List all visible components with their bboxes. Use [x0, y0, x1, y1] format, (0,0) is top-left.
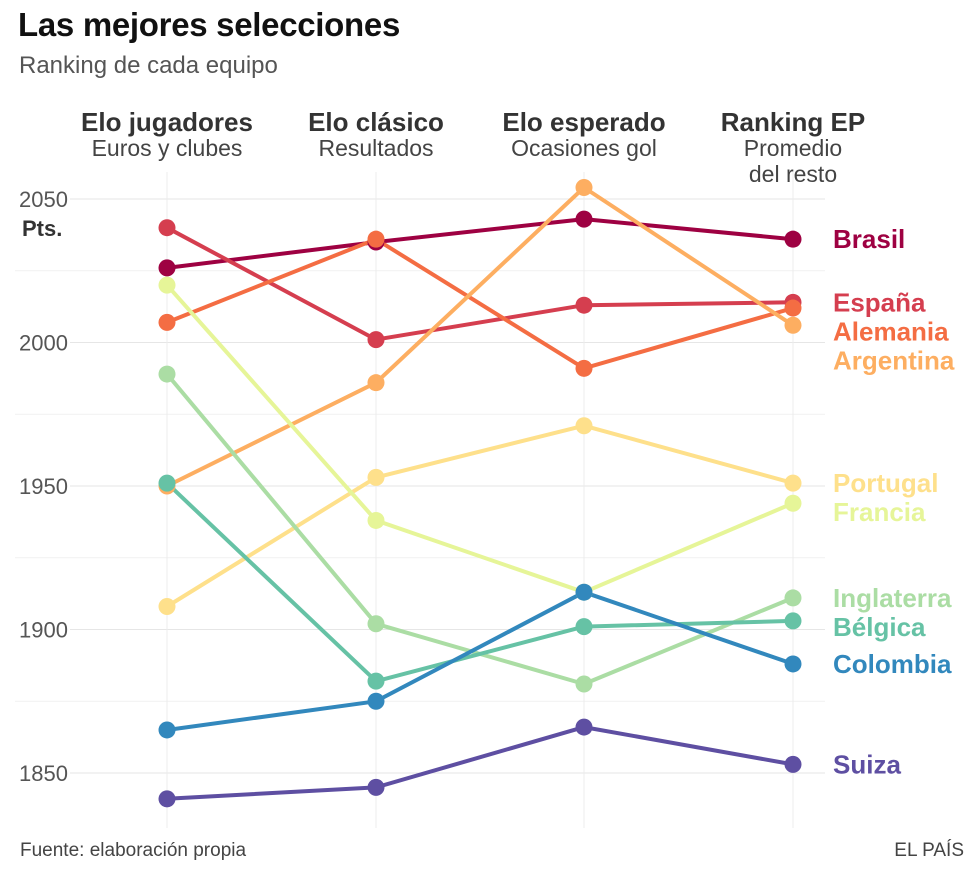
chart-subtitle: Ranking de cada equipo	[19, 52, 278, 79]
column-subheader: Ocasiones gol	[511, 135, 657, 161]
data-point	[784, 299, 802, 317]
series-line	[165, 423, 795, 609]
data-point	[784, 474, 802, 492]
data-point	[367, 468, 385, 486]
column-header: Elo jugadores	[81, 107, 253, 137]
data-point	[158, 790, 176, 808]
series-label: Bélgica	[833, 612, 926, 642]
series-label: Inglaterra	[833, 583, 952, 613]
series-line	[165, 481, 795, 684]
column-header: Elo clásico	[308, 107, 444, 137]
column-subheader: Promedio	[744, 135, 842, 161]
series-label: Argentina	[833, 345, 955, 375]
y-axis: 1850 1900 1950 2000 2050 Pts.	[19, 187, 68, 786]
data-point	[158, 219, 176, 237]
data-point	[367, 511, 385, 529]
series-line	[165, 283, 795, 595]
data-point	[784, 316, 802, 334]
column-subheader: del resto	[749, 161, 837, 187]
y-tick-label: 2050	[19, 187, 68, 212]
series-line	[165, 217, 795, 270]
data-point	[784, 755, 802, 773]
y-tick-label: 2000	[19, 331, 68, 356]
data-point	[575, 296, 593, 314]
data-point	[784, 612, 802, 630]
data-point	[367, 778, 385, 796]
y-unit-label: Pts.	[22, 216, 62, 241]
grid-lines	[15, 172, 825, 828]
data-point	[158, 365, 176, 383]
data-point	[158, 313, 176, 331]
series-label: Brasil	[833, 224, 905, 254]
series-line	[165, 225, 795, 342]
series-line	[165, 185, 795, 488]
data-point	[575, 210, 593, 228]
series-label: Alemania	[833, 316, 949, 346]
column-subheader: Euros y clubes	[92, 135, 243, 161]
series-label: Portugal	[833, 468, 938, 498]
chart-title: Las mejores selecciones	[18, 6, 400, 43]
data-point	[575, 675, 593, 693]
data-point	[784, 494, 802, 512]
data-point	[575, 583, 593, 601]
y-tick-label: 1850	[19, 761, 68, 786]
column-subheader: Resultados	[318, 135, 433, 161]
y-tick-label: 1950	[19, 474, 68, 499]
data-point	[367, 230, 385, 248]
data-point	[784, 655, 802, 673]
data-point	[575, 417, 593, 435]
series-points	[158, 179, 802, 808]
y-tick-label: 1900	[19, 618, 68, 643]
data-point	[367, 692, 385, 710]
data-point	[158, 259, 176, 277]
brand-logo-text: EL PAÍS	[894, 840, 964, 861]
series-label: Colombia	[833, 649, 952, 679]
column-header: Elo esperado	[502, 107, 665, 137]
data-point	[367, 374, 385, 392]
data-point	[367, 672, 385, 690]
series-line	[165, 237, 795, 371]
series-label: Francia	[833, 497, 926, 527]
series-lines	[165, 185, 795, 801]
series-label: España	[833, 287, 926, 317]
series-label: Suiza	[833, 749, 901, 779]
data-point	[575, 359, 593, 377]
data-point	[158, 276, 176, 294]
data-point	[575, 618, 593, 636]
series-line	[165, 725, 795, 801]
series-line	[165, 372, 795, 686]
data-point	[158, 721, 176, 739]
data-point	[367, 331, 385, 349]
column-header: Ranking EP	[721, 107, 865, 137]
source-note: Fuente: elaboración propia	[20, 840, 247, 861]
data-point	[575, 179, 593, 197]
series-line	[165, 590, 795, 732]
data-point	[784, 230, 802, 248]
data-point	[158, 474, 176, 492]
data-point	[158, 598, 176, 616]
data-point	[575, 718, 593, 736]
data-point	[784, 589, 802, 607]
data-point	[367, 615, 385, 633]
